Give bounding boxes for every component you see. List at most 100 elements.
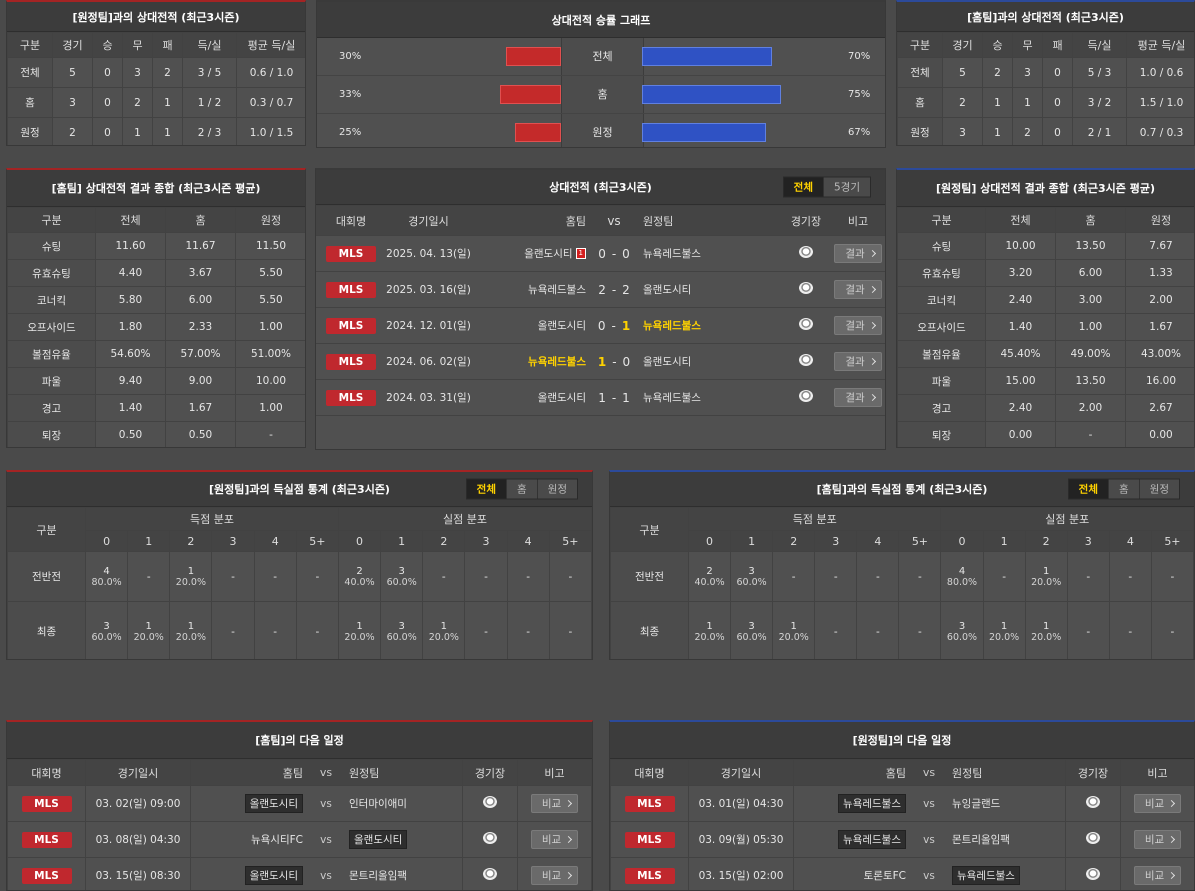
tab[interactable]: 홈: [506, 479, 537, 499]
cell: -: [1150, 601, 1194, 659]
cell: 뉴욕레드불스 2-2 올랜도시티: [471, 271, 781, 308]
tab[interactable]: 홈: [1108, 479, 1139, 499]
home-team: 올랜도시티: [244, 794, 303, 813]
button-label: 결과: [845, 320, 865, 332]
away-team: 올랜도시티: [349, 830, 408, 849]
button[interactable]: 결과: [834, 280, 882, 299]
away-team: 뉴욕레드불스: [643, 392, 701, 404]
stadium-icon: [483, 796, 497, 808]
header-cell: 전체: [985, 207, 1056, 233]
cell: 2.33: [165, 313, 236, 341]
percent: 20.0%: [175, 576, 206, 588]
away-team: 뉴욕레드불스: [643, 320, 701, 332]
header-row: 대회명 경기일시 홈팀 vs 원정팀 경기장 비고: [316, 205, 885, 236]
header-cell: 대회명: [7, 759, 86, 786]
cell: 코너킥: [7, 286, 96, 314]
cell: 0.3 / 0.7: [236, 87, 305, 118]
header-cell: 1: [380, 530, 424, 552]
chevron-icon: [565, 871, 573, 880]
cell: 올랜도시티 vs 인터마이애미: [190, 785, 463, 822]
cell: 9.40: [95, 367, 166, 395]
score-away: 0: [622, 354, 631, 369]
cell: 3 60.0%: [84, 601, 129, 659]
header-cell: 4: [506, 530, 550, 552]
button[interactable]: 비교: [1133, 794, 1182, 813]
button-label: 비교: [541, 798, 562, 810]
chevron-icon: [1168, 835, 1176, 844]
cell: 5.50: [235, 286, 305, 314]
away: 몬트리올임팩: [952, 832, 1010, 847]
teams: 뉴욕시티FC vs 올랜도시티: [192, 830, 462, 849]
red-card: 1: [575, 248, 586, 259]
header-row: 대회명 경기일시 홈팀 vs 원정팀 경기장 비고: [7, 759, 592, 786]
league-badge: MLS: [326, 317, 376, 334]
title-text: [원정팀]과의 득실점 통계 (최근3시즌): [209, 483, 390, 496]
cell: 유효슈팅: [897, 259, 986, 287]
cell: 1.67: [1125, 313, 1194, 341]
cell: -: [772, 551, 816, 602]
button[interactable]: 비교: [1133, 830, 1182, 849]
cell: 1: [1012, 87, 1043, 118]
cell: 1.40: [95, 394, 166, 422]
date: 03. 15(일) 02:00: [688, 857, 794, 890]
header-row: 구분 득점 분포 실점 분포: [7, 507, 592, 552]
cell: -: [211, 601, 255, 659]
tab[interactable]: 원정: [536, 479, 577, 499]
cell: 3: [122, 57, 153, 88]
button[interactable]: 결과: [834, 316, 882, 335]
tab[interactable]: 5경기: [822, 177, 870, 197]
tab[interactable]: 전체: [1068, 479, 1108, 499]
cell: 3: [52, 87, 93, 118]
button[interactable]: 결과: [834, 388, 882, 407]
cell: 4 80.0%: [940, 551, 984, 602]
away: 인터마이애미: [349, 796, 407, 811]
cell: 1.00: [1055, 313, 1126, 341]
cell: 5.80: [95, 286, 166, 314]
cell: 0.00: [985, 421, 1056, 447]
tab[interactable]: 전체: [783, 177, 823, 197]
cell: 경고: [7, 394, 96, 422]
cell: -: [253, 551, 297, 602]
cell: 45.40%: [985, 340, 1056, 368]
header-cell: 1: [730, 530, 774, 552]
schedule-row: MLS 03. 15(일) 02:00 토론토FC vs 뉴욕레드불스 비교: [610, 857, 1194, 890]
button[interactable]: 비교: [530, 866, 579, 885]
vs: vs: [923, 833, 935, 846]
cell: 13.50: [1055, 232, 1126, 260]
cell: 0.50: [95, 421, 166, 447]
percent: 60.0%: [91, 631, 122, 643]
button[interactable]: 비교: [530, 794, 579, 813]
header-home: 홈팀: [885, 766, 906, 780]
vs: vs: [320, 869, 332, 882]
table-row: 오프사이드 1.80 2.33 1.00: [7, 313, 305, 341]
header-away: 원정팀: [643, 214, 674, 228]
league-badge: MLS: [326, 281, 376, 298]
bar: [642, 123, 766, 142]
cell: 1.33: [1125, 259, 1194, 287]
button[interactable]: 비교: [1133, 866, 1182, 885]
title-text: [홈팀] 상대전적 결과 종합 (최근3시즌 평균): [51, 182, 261, 195]
title-text: [원정팀]과의 상대전적 (최근3시즌): [72, 10, 240, 24]
button[interactable]: 비교: [530, 830, 579, 849]
cell: 11.50: [235, 232, 305, 260]
header-cell: 경기일시: [688, 759, 794, 786]
button[interactable]: 결과: [834, 244, 882, 263]
vs: vs: [923, 797, 935, 810]
cell: -: [1066, 601, 1110, 659]
button-label: 비교: [541, 834, 562, 846]
tab[interactable]: 원정: [1138, 479, 1179, 499]
count: 1: [1042, 620, 1050, 632]
cell: -: [1150, 551, 1194, 602]
cell: 2 / 3: [182, 117, 237, 145]
header-cell: 실점 분포: [337, 507, 592, 531]
header-cell: 득/실: [1072, 32, 1127, 58]
tab[interactable]: 전체: [466, 479, 506, 499]
button[interactable]: 결과: [834, 352, 882, 371]
cell: 1.00: [235, 394, 305, 422]
cell: 오프사이드: [7, 313, 96, 341]
table: 대회명 경기일시 홈팀 vs 원정팀 경기장 비고 MLS 2025. 04. 13(일) 올랜도…: [316, 205, 885, 416]
cell: 1 20.0%: [169, 551, 213, 602]
row-label: 전체: [561, 38, 644, 75]
percent: 20.0%: [428, 631, 459, 643]
percent: 20.0%: [133, 631, 164, 643]
